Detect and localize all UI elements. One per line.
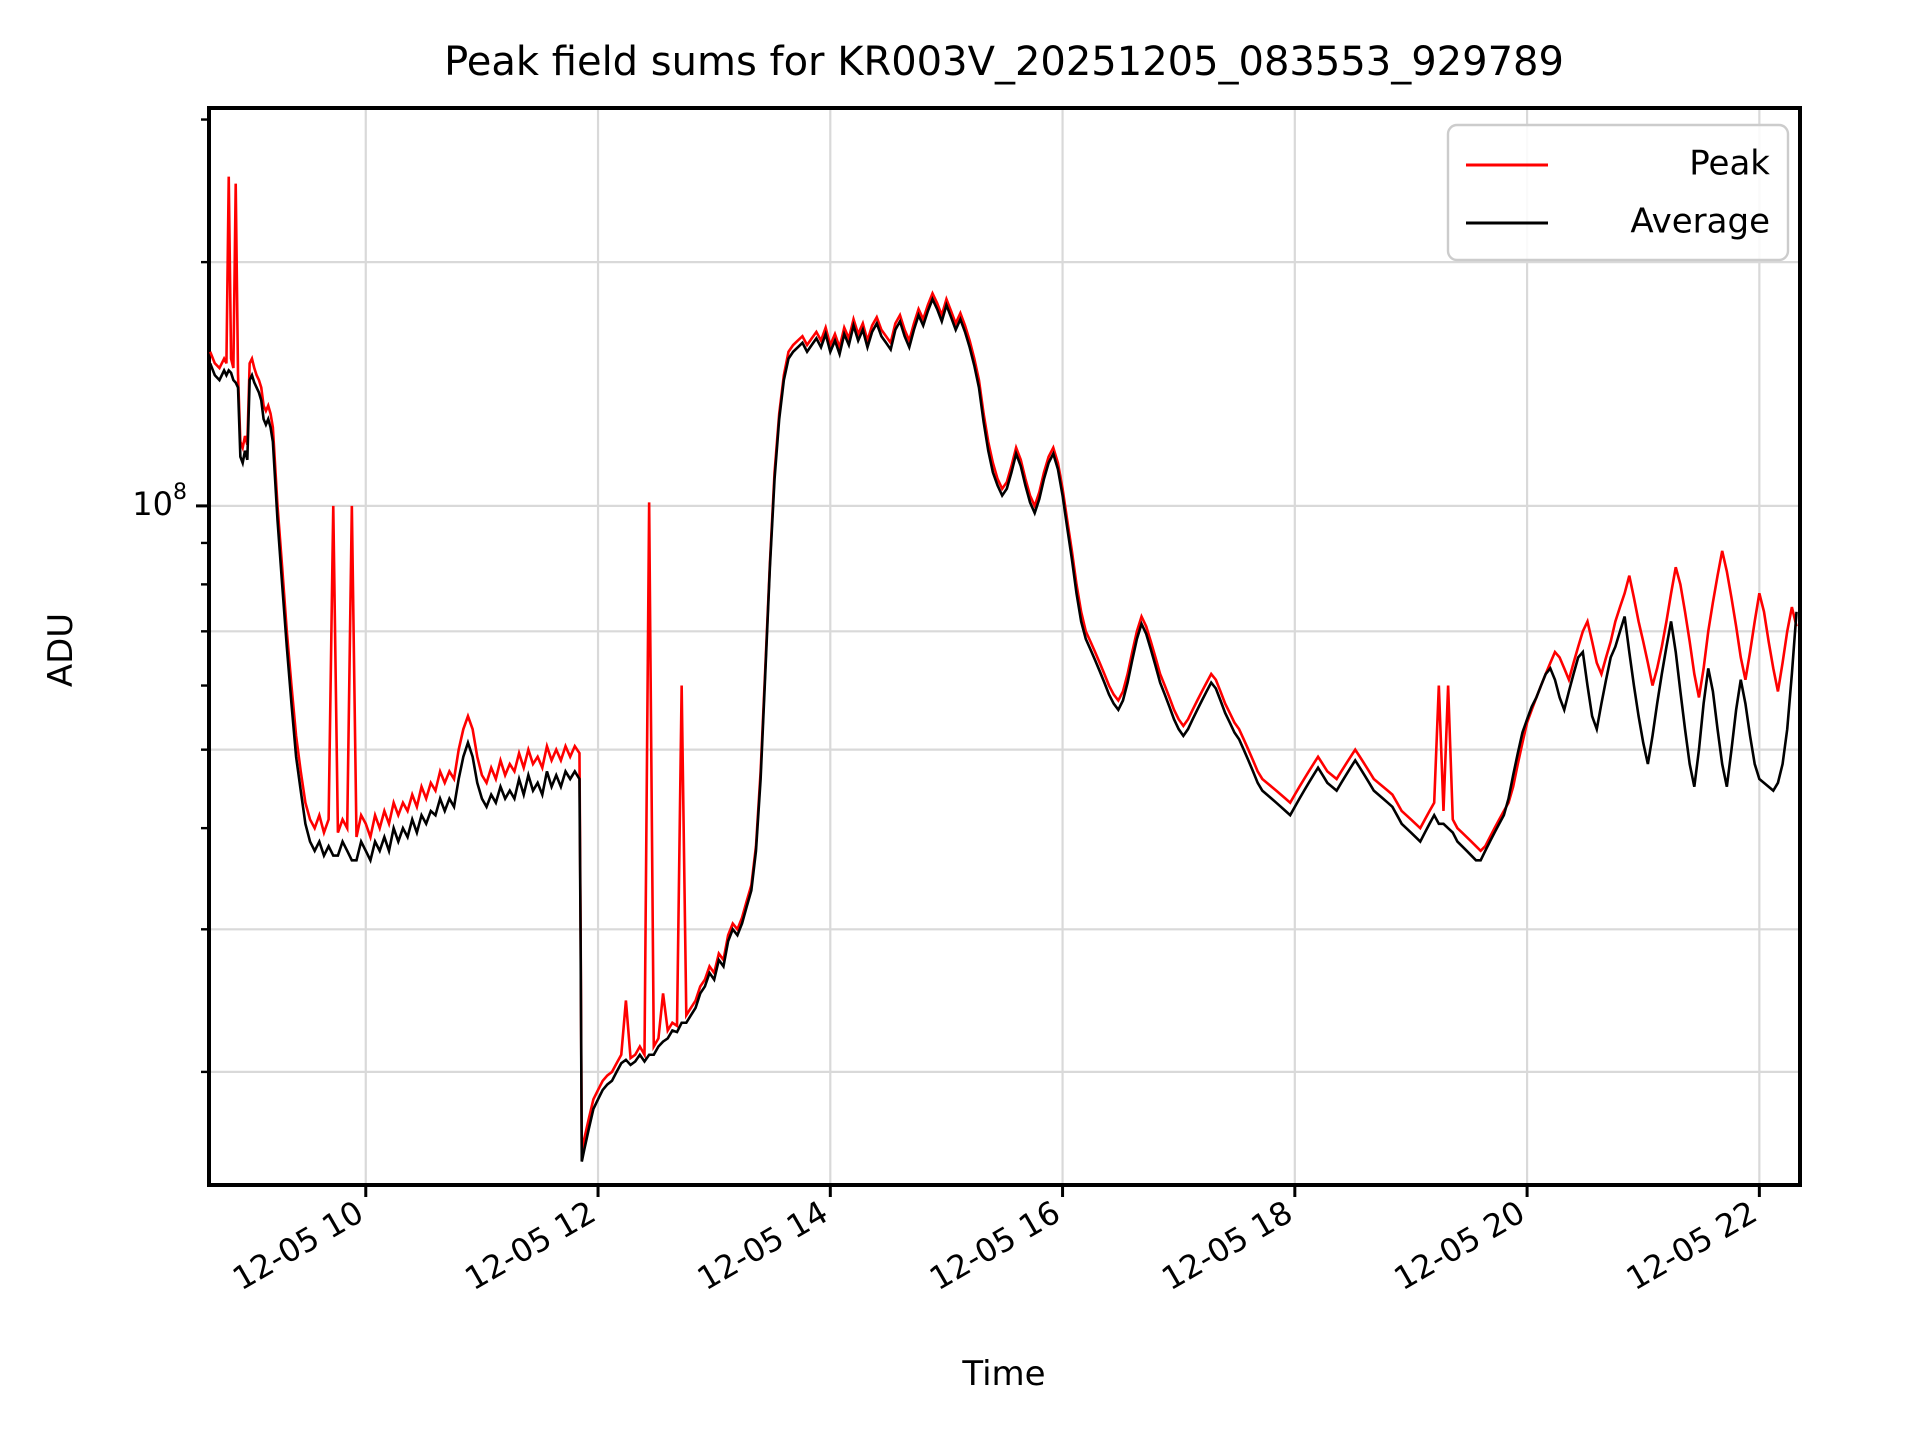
- legend-frame: [1446, 123, 1790, 262]
- plot-frame: [207, 106, 1802, 1187]
- gridlines: [209, 108, 1800, 1185]
- y-tick-label: 108: [132, 480, 187, 523]
- series-line-peak: [209, 176, 1798, 1151]
- legend[interactable]: Peak Average: [1446, 123, 1790, 262]
- axis-ticks: [196, 118, 1761, 1197]
- x-axis-label: Time: [961, 1354, 1045, 1394]
- y-tick-labels: 108: [132, 480, 187, 523]
- legend-label-peak: Peak: [1689, 144, 1770, 184]
- data-series: [209, 176, 1798, 1162]
- page-title: Peak field sums for KR003V_20251205_0835…: [444, 39, 1564, 85]
- series-line-average: [209, 295, 1798, 1162]
- legend-label-average: Average: [1630, 202, 1770, 242]
- y-axis-label: ADU: [41, 613, 81, 687]
